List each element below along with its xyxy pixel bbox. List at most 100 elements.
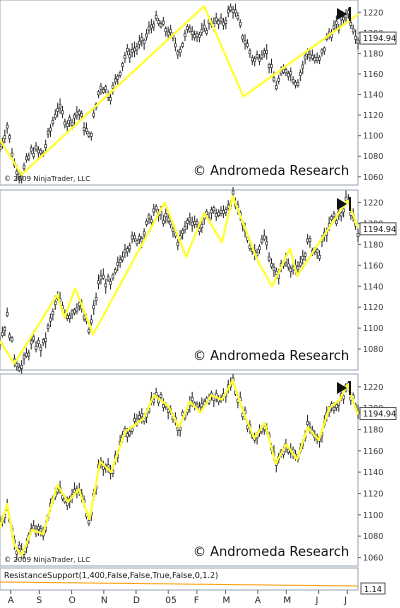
price-candle-body	[356, 233, 360, 237]
price-candle-body	[195, 33, 199, 38]
play-marker-icon	[337, 8, 347, 20]
price-candle-body	[289, 268, 293, 272]
y-tick-label: 1160	[363, 70, 383, 79]
price-candle-body	[46, 325, 50, 329]
y-tick-label: 1120	[363, 489, 383, 498]
price-candle-body	[284, 69, 288, 74]
price-candle-body	[282, 69, 285, 73]
price-candle-body	[82, 315, 86, 320]
price-candle-body	[111, 274, 115, 279]
price-candle-body	[5, 124, 9, 129]
price-candle-body	[301, 64, 305, 69]
price-candle-body	[311, 55, 314, 59]
price-candle-body	[22, 165, 26, 169]
price-candle-body	[85, 128, 88, 132]
price-candle-body	[126, 433, 129, 438]
price-candle-body	[176, 51, 180, 56]
price-candle-body	[332, 25, 336, 30]
price-candle-body	[219, 17, 223, 22]
price-candle-body	[255, 54, 259, 58]
indicator-label: ResistanceSupport(1,400,False,False,True…	[4, 571, 218, 580]
price-candle-body	[270, 263, 273, 267]
price-candle-body	[222, 21, 225, 26]
price-candle-body	[296, 82, 300, 86]
price-candle-body	[344, 14, 348, 19]
price-candle-body	[1, 332, 4, 336]
price-candle-body	[323, 47, 326, 52]
price-candle-body	[246, 43, 249, 47]
price-candle-body	[166, 217, 170, 222]
price-candle-body	[73, 114, 76, 119]
price-candle-body	[87, 328, 91, 333]
y-tick-label: 1100	[363, 132, 383, 141]
price-candle-body	[61, 495, 64, 500]
y-tick-label: 1140	[363, 91, 383, 100]
price-candle-body	[37, 525, 40, 530]
price-candle-body	[152, 398, 156, 403]
price-candle-body	[217, 20, 220, 25]
price-candle-body	[138, 235, 141, 240]
price-candle-body	[80, 112, 83, 117]
price-candle-body	[90, 132, 93, 137]
y-tick-label: 1100	[363, 324, 383, 333]
x-tick-label: A	[255, 596, 262, 606]
price-candle-body	[116, 75, 120, 80]
price-candle-body	[205, 211, 208, 215]
price-candle-body	[190, 31, 194, 35]
price-candle-body	[313, 57, 317, 62]
price-candle-body	[306, 421, 309, 425]
last-price-box	[359, 222, 397, 236]
price-candle-body	[121, 256, 124, 261]
price-candle-body	[102, 89, 105, 93]
y-tick-label: 1180	[363, 425, 383, 434]
price-candle-body	[123, 249, 127, 254]
price-candle-body	[17, 366, 21, 371]
price-candle-body	[128, 54, 132, 59]
price-candle-body	[15, 550, 19, 555]
price-candle-body	[121, 63, 124, 67]
y-tick-label: 1080	[363, 532, 383, 541]
price-candle-body	[73, 488, 76, 493]
price-candle-body	[164, 213, 168, 217]
price-candle-body	[169, 221, 172, 226]
price-candle-body	[114, 269, 117, 273]
price-candle-body	[315, 249, 319, 253]
price-candle-body	[234, 9, 237, 14]
price-candle-body	[39, 346, 43, 351]
price-candle-body	[97, 280, 100, 285]
watermark-text: © Andromeda Research	[193, 164, 349, 179]
price-candle-body	[99, 275, 103, 280]
price-candle-body	[34, 145, 38, 150]
play-marker-icon	[337, 382, 347, 394]
x-axis: A S O N D 05 F M A M J J	[8, 590, 348, 606]
price-candle-body	[29, 147, 33, 152]
price-candle-body	[219, 210, 223, 214]
price-candle-body	[186, 220, 189, 224]
price-candle-body	[188, 217, 192, 222]
price-candle-body	[306, 238, 309, 243]
price-candle-body	[46, 130, 50, 135]
price-candle-body	[275, 85, 278, 90]
price-candle-body	[102, 465, 105, 470]
price-candle-body	[118, 259, 122, 264]
watermark-text: © Andromeda Research	[193, 349, 349, 364]
price-candle-body	[243, 40, 247, 45]
price-candle-body	[299, 262, 302, 267]
zigzag-series-line	[0, 195, 360, 365]
price-candle-body	[61, 110, 64, 115]
price-candle-body	[169, 29, 172, 33]
indicator-border	[0, 567, 359, 591]
price-candle-body	[92, 305, 96, 310]
price-candle-body	[190, 397, 194, 401]
price-candle-body	[133, 417, 136, 422]
price-candle-body	[217, 212, 220, 216]
price-candle-body	[299, 72, 302, 76]
last-price-label: 1194.94	[363, 225, 396, 234]
price-candle-body	[145, 220, 148, 225]
y-tick-label: 1120	[363, 303, 383, 312]
copyright-text: © 2009 NinjaTrader, LLC	[4, 556, 90, 564]
price-candle-body	[289, 71, 293, 76]
y-tick-label: 1160	[363, 447, 383, 456]
price-candle-body	[133, 235, 136, 240]
price-candle-body	[318, 56, 321, 61]
